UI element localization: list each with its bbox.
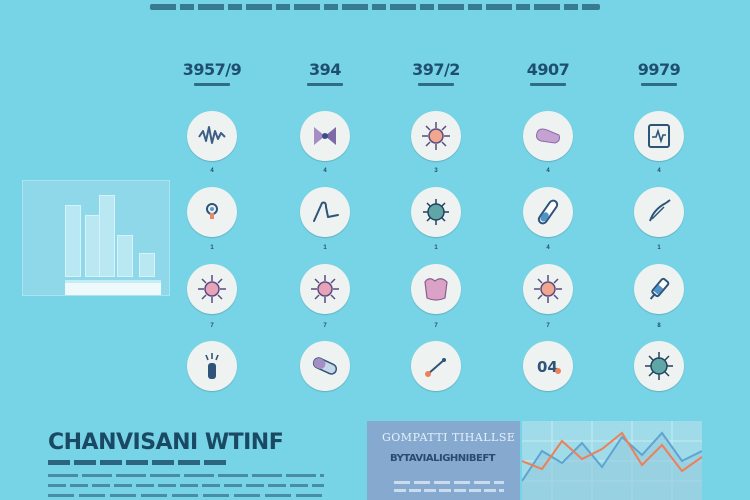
- label-r1c4: 4: [546, 168, 550, 174]
- thermometer-icon[interactable]: [411, 341, 461, 391]
- label-r2c4: 4: [546, 245, 550, 251]
- headline-subtitle: [48, 460, 226, 465]
- bow-tie-icon[interactable]: [300, 111, 350, 161]
- stat-caption-3: [418, 83, 454, 86]
- label-r3c3: 7: [434, 323, 438, 329]
- side-bar-5: [139, 253, 155, 277]
- label-r2c3: 1: [434, 245, 438, 251]
- label-r3c1: 7: [210, 323, 214, 329]
- stat-value-3: 397/2: [412, 60, 460, 79]
- label-r3c4: 7: [546, 323, 550, 329]
- decorative-line-chart: [522, 421, 702, 500]
- label-r3c5: 8: [657, 323, 661, 329]
- stat-3: 397/2: [391, 60, 481, 86]
- label-r1c3: 3: [434, 168, 438, 174]
- capsule-icon[interactable]: [300, 341, 350, 391]
- label-r2c2: 1: [323, 245, 327, 251]
- info-card: GOMPATTI TIHALLSE BYTAVIALIGHNIBEFT: [367, 421, 520, 500]
- label-r1c5: 4: [657, 168, 661, 174]
- stat-value-1: 3957/9: [182, 60, 242, 79]
- glove-icon[interactable]: [300, 187, 350, 237]
- card-title: GOMPATTI TIHALLSE: [382, 431, 516, 444]
- virus-icon-3[interactable]: [300, 264, 350, 314]
- syringe-icon[interactable]: [634, 264, 684, 314]
- label-r1c2: 4: [323, 168, 327, 174]
- label-r3c2: 7: [323, 323, 327, 329]
- label-r1c1: 4: [210, 168, 214, 174]
- stat-2: 394: [280, 60, 370, 86]
- vial-icon[interactable]: [523, 187, 573, 237]
- stat-value-4: 4907: [526, 60, 570, 79]
- virus-icon-5[interactable]: [634, 341, 684, 391]
- headline-body-text: [48, 474, 324, 500]
- side-bar-4: [117, 235, 133, 277]
- waveform-icon[interactable]: [187, 111, 237, 161]
- stat-value-2: 394: [309, 60, 341, 79]
- side-base: [65, 280, 161, 295]
- side-illustration: [22, 180, 170, 296]
- card-subtitle: BYTAVIALIGHNIBEFT: [390, 453, 496, 464]
- ecg-monitor-icon[interactable]: [634, 111, 684, 161]
- faucet-icon[interactable]: [187, 187, 237, 237]
- virus-icon-4[interactable]: [523, 264, 573, 314]
- stat-1: 3957/9: [167, 60, 257, 86]
- pill-icon[interactable]: [523, 111, 573, 161]
- label-r2c1: 1: [210, 245, 214, 251]
- bacteria-icon[interactable]: [411, 187, 461, 237]
- lab-text-icon[interactable]: 04: [523, 341, 573, 391]
- stat-5: 9979: [614, 60, 704, 86]
- stat-caption-5: [641, 83, 677, 86]
- label-r2c5: 1: [657, 245, 661, 251]
- stat-caption-4: [530, 83, 566, 86]
- inhaler-icon[interactable]: [187, 341, 237, 391]
- stat-caption-2: [307, 83, 343, 86]
- virus-icon-1[interactable]: [411, 111, 461, 161]
- skin-patch-icon[interactable]: [411, 264, 461, 314]
- headline-title: CHANVISANI WTINF: [48, 430, 284, 455]
- stat-caption-1: [194, 83, 230, 86]
- side-bar-1: [65, 205, 81, 277]
- clipboard-icon[interactable]: [634, 187, 684, 237]
- side-bar-3: [99, 195, 115, 277]
- card-footer-text: [394, 481, 504, 495]
- stat-4: 4907: [503, 60, 593, 86]
- top-caption: [150, 4, 600, 10]
- svg-text:04: 04: [537, 358, 558, 376]
- virus-icon-2[interactable]: [187, 264, 237, 314]
- stat-value-5: 9979: [637, 60, 681, 79]
